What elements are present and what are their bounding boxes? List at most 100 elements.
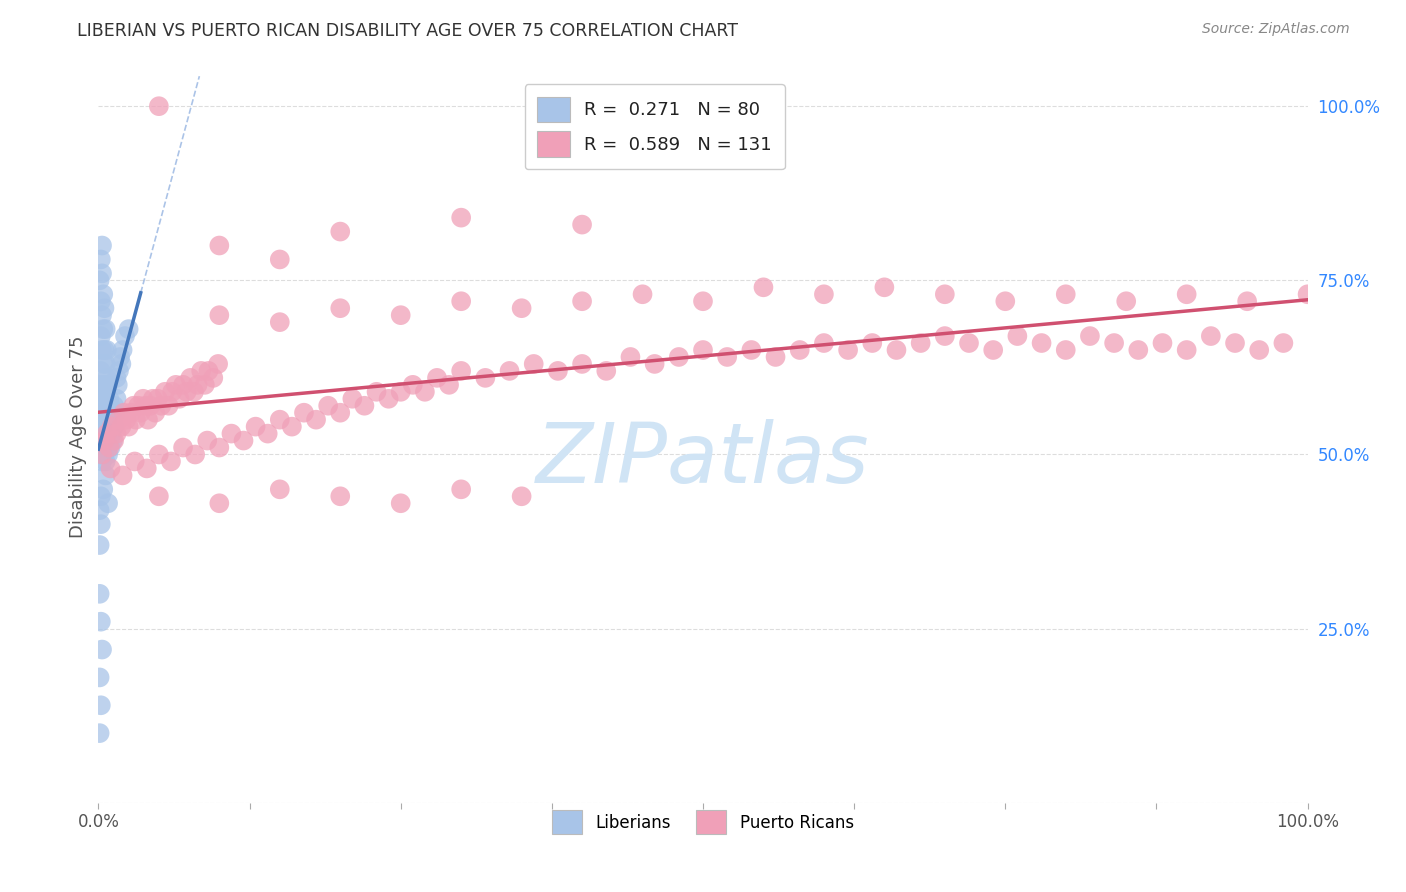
Point: [510, 301, 533, 316]
Point: [91, 266, 114, 280]
Point: [125, 412, 148, 426]
Point: [426, 371, 449, 385]
Point: [91, 448, 114, 462]
Point: [89, 377, 111, 392]
Point: [90, 399, 112, 413]
Point: [474, 371, 496, 385]
Point: [740, 343, 762, 357]
Point: [571, 357, 593, 371]
Point: [789, 343, 811, 357]
Point: [93, 301, 115, 316]
Point: [413, 384, 436, 399]
Point: [90, 364, 112, 378]
Point: [450, 364, 472, 378]
Point: [450, 483, 472, 497]
Point: [96, 419, 118, 434]
Point: [1128, 343, 1150, 357]
Point: [114, 329, 136, 343]
Point: [994, 294, 1017, 309]
Point: [1102, 336, 1125, 351]
Point: [93, 343, 115, 357]
Point: [89, 670, 111, 684]
Point: [93, 406, 115, 420]
Point: [377, 392, 399, 406]
Point: [98, 434, 121, 448]
Point: [150, 399, 173, 413]
Point: [292, 406, 315, 420]
Point: [111, 343, 134, 357]
Point: [837, 343, 859, 357]
Point: [97, 426, 120, 441]
Point: [91, 454, 114, 468]
Point: [668, 350, 690, 364]
Point: [94, 322, 117, 336]
Point: [148, 99, 170, 113]
Point: [450, 211, 472, 225]
Point: [94, 384, 117, 399]
Point: [934, 329, 956, 343]
Text: LIBERIAN VS PUERTO RICAN DISABILITY AGE OVER 75 CORRELATION CHART: LIBERIAN VS PUERTO RICAN DISABILITY AGE …: [77, 22, 738, 40]
Point: [692, 294, 714, 309]
Point: [256, 426, 278, 441]
Point: [142, 392, 165, 406]
Point: [91, 357, 114, 371]
Point: [100, 419, 122, 434]
Point: [135, 399, 157, 413]
Point: [96, 426, 118, 441]
Point: [329, 301, 352, 316]
Point: [122, 399, 145, 413]
Point: [160, 454, 183, 468]
Point: [172, 377, 194, 392]
Point: [105, 392, 128, 406]
Point: [179, 371, 201, 385]
Point: [101, 434, 124, 448]
Point: [135, 461, 157, 475]
Point: [101, 412, 124, 426]
Point: [571, 218, 593, 232]
Point: [111, 468, 134, 483]
Point: [153, 384, 176, 399]
Point: [91, 392, 114, 406]
Point: [353, 399, 375, 413]
Point: [129, 406, 152, 420]
Point: [108, 364, 131, 378]
Point: [90, 294, 112, 309]
Point: [91, 419, 114, 434]
Point: [98, 441, 121, 455]
Point: [139, 399, 162, 413]
Point: [91, 287, 114, 301]
Point: [89, 503, 111, 517]
Point: [172, 441, 194, 455]
Point: [90, 615, 112, 629]
Point: [127, 399, 149, 413]
Point: [523, 357, 546, 371]
Point: [100, 426, 122, 441]
Text: ZIPatlas: ZIPatlas: [536, 418, 870, 500]
Point: [91, 308, 114, 322]
Point: [91, 412, 114, 426]
Point: [934, 287, 956, 301]
Point: [91, 434, 114, 448]
Point: [91, 238, 114, 252]
Point: [1296, 287, 1319, 301]
Point: [97, 496, 120, 510]
Point: [105, 426, 128, 441]
Point: [105, 371, 128, 385]
Point: [1054, 343, 1077, 357]
Point: [96, 441, 118, 455]
Point: [190, 364, 212, 378]
Point: [873, 280, 896, 294]
Point: [93, 426, 115, 441]
Point: [571, 294, 593, 309]
Point: [90, 517, 112, 532]
Point: [118, 322, 141, 336]
Point: [1223, 336, 1246, 351]
Point: [146, 392, 169, 406]
Point: [1031, 336, 1053, 351]
Point: [389, 496, 412, 510]
Point: [329, 406, 352, 420]
Point: [176, 384, 198, 399]
Point: [692, 343, 714, 357]
Point: [89, 419, 111, 434]
Point: [595, 364, 617, 378]
